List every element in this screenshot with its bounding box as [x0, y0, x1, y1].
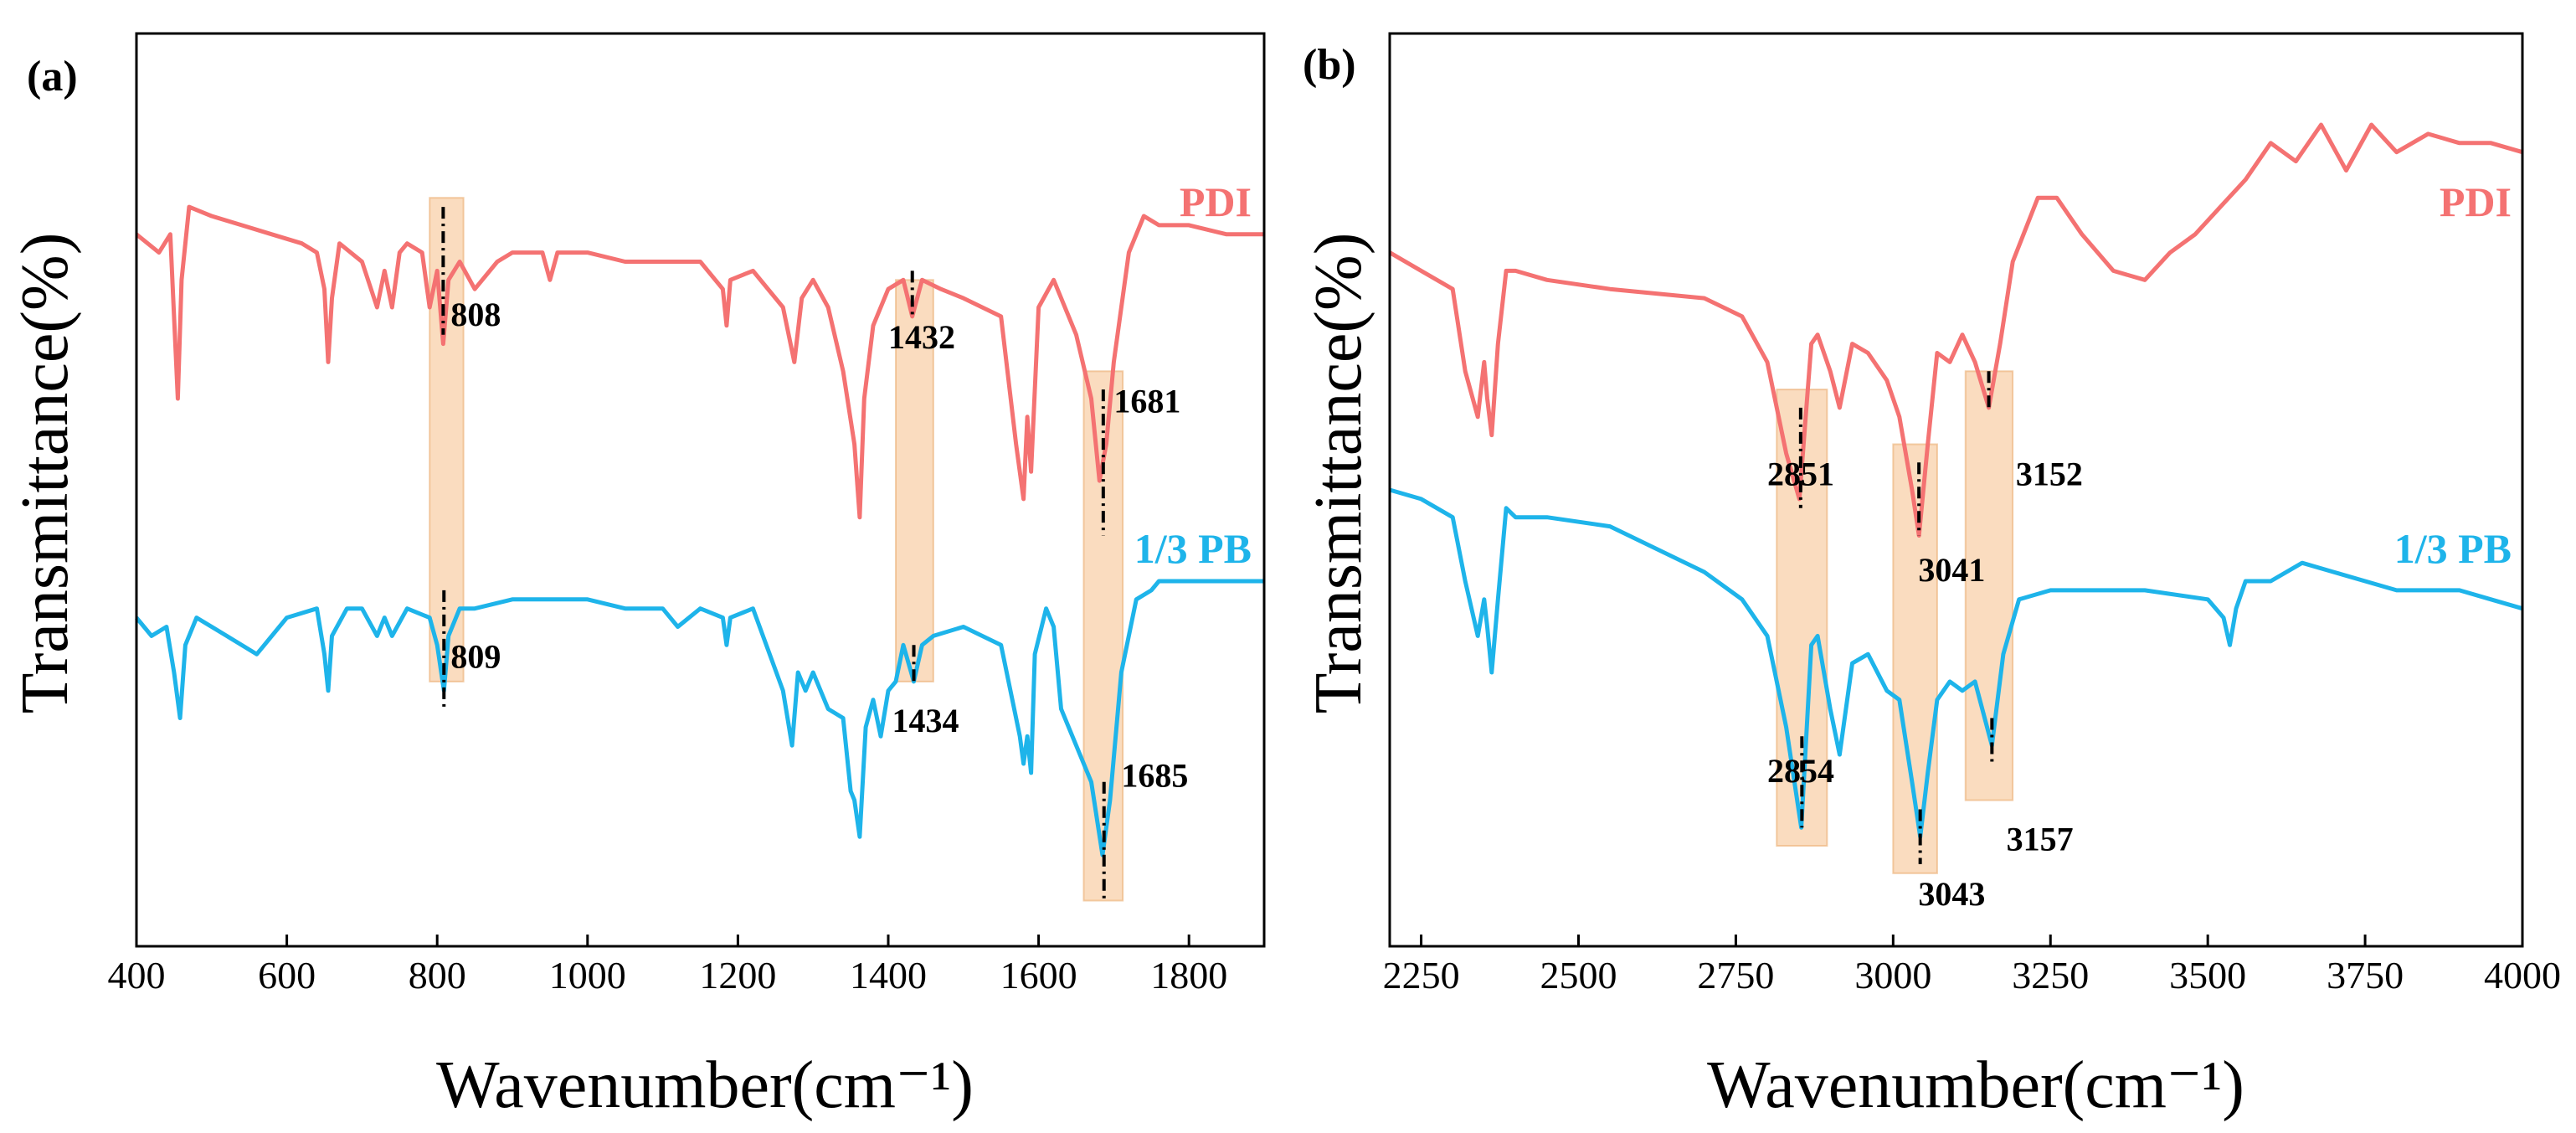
peak-label-b-6: 3157: [2007, 821, 2074, 858]
peak-label-b-5: 3043: [1918, 875, 1985, 913]
series-line-a-pb: [135, 579, 1264, 857]
series-line-b-pdi: [1388, 122, 2523, 538]
x-tick-label-b-5: 3250: [2012, 954, 2089, 997]
x-tick-label-a-4: 1000: [549, 954, 626, 997]
peak-markers-b: [1798, 371, 1994, 864]
spectrum-lines-a: [135, 204, 1264, 857]
peak-label-a-2: 1432: [888, 318, 955, 356]
series-label-a-pdi: PDI: [1180, 178, 1252, 225]
x-tick-label-a-8: 1800: [1150, 954, 1227, 997]
x-tick-label-b-4: 3000: [1854, 954, 1931, 997]
series-label-b-pb: 1/3 PB: [2394, 525, 2512, 572]
x-tick-label-a-1: 400: [108, 954, 166, 997]
y-axis-title-b: Transmittance(%): [1302, 233, 1375, 714]
peak-label-a-6: 1685: [1121, 756, 1188, 794]
x-tick-label-a-5: 1200: [699, 954, 776, 997]
peak-label-a-4: 809: [450, 638, 501, 676]
peak-label-a-3: 1681: [1113, 382, 1180, 420]
x-tick-label-b-3: 2750: [1697, 954, 1774, 997]
peak-label-b-2: 3041: [1918, 551, 1985, 589]
panel-label-a: (a): [27, 53, 78, 100]
x-ticks-b: 2250 2500 2750 3000 3250 3500 3750 4000: [1383, 935, 2561, 997]
panel-label-b: (b): [1303, 41, 1356, 89]
x-tick-label-a-7: 1600: [1000, 954, 1077, 997]
highlight-bands-b: [1776, 370, 2014, 874]
peak-label-b-3: 3152: [2016, 456, 2083, 493]
x-tick-label-b-2: 2500: [1540, 954, 1617, 997]
peak-markers-a: [441, 207, 1106, 901]
series-label-a-pb: 1/3 PB: [1134, 525, 1252, 572]
peak-annotations-a: 808 1432 1681 809 1434 1685: [450, 296, 1188, 794]
series-label-b-pdi: PDI: [2440, 178, 2512, 225]
peak-annotations-b: 2851 3041 3152 2854 3043 3157: [1767, 456, 2083, 913]
y-axis-title-a: Transmittance(%): [8, 233, 82, 714]
chart-panel-a: (a) Transmittance(%) Wavenumber(cm⁻¹) 80…: [8, 32, 1266, 1122]
peak-label-b-4: 2854: [1767, 752, 1834, 790]
peak-label-a-1: 808: [450, 296, 501, 333]
plot-frame-b: [1388, 32, 2524, 948]
series-labels-b: PDI 1/3 PB: [2394, 178, 2512, 572]
chart-panel-b: (b) Transmittance(%) Wavenumber(cm⁻¹) 28…: [1302, 32, 2561, 1122]
x-ticks-a: 400 600 800 1000 1200 1400 1600 1800: [108, 935, 1227, 997]
x-tick-label-a-6: 1400: [850, 954, 927, 997]
x-axis-title-a: Wavenumber(cm⁻¹): [436, 1048, 974, 1122]
series-line-a-pdi: [135, 204, 1264, 520]
plot-frame-a: [135, 32, 1266, 948]
x-tick-label-b-6: 3500: [2169, 954, 2246, 997]
peak-label-a-5: 1434: [892, 702, 959, 739]
peak-label-b-1: 2851: [1767, 456, 1834, 493]
highlight-bands-a: [429, 197, 1124, 902]
x-tick-label-a-2: 600: [258, 954, 316, 997]
highlight-band-a-2: [894, 279, 934, 682]
spectrum-lines-b: [1388, 122, 2523, 839]
x-tick-label-b-8: 4000: [2484, 954, 2561, 997]
series-labels-a: PDI 1/3 PB: [1134, 178, 1252, 572]
x-tick-label-b-7: 3750: [2327, 954, 2404, 997]
series-line-b-pb: [1389, 487, 2523, 839]
x-tick-label-b-1: 2250: [1383, 954, 1460, 997]
x-axis-title-b: Wavenumber(cm⁻¹): [1707, 1048, 2244, 1122]
x-tick-label-a-3: 800: [409, 954, 466, 997]
